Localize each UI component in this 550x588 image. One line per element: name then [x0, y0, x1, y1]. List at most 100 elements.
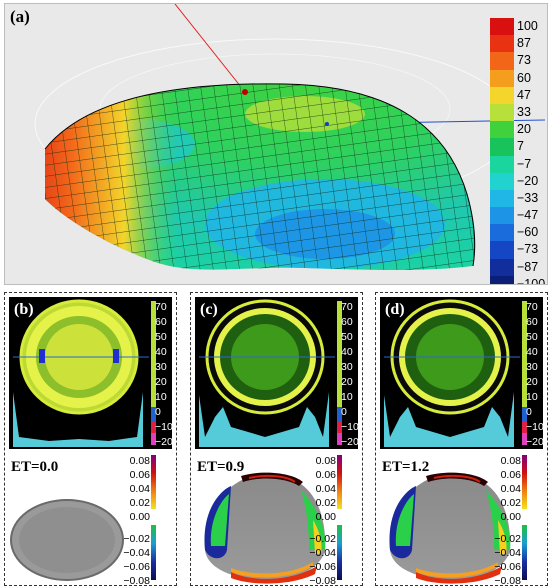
- bottom-scale-value: 0.00: [129, 511, 150, 523]
- panel-label: (d): [385, 301, 405, 318]
- panel-label: (b): [14, 301, 34, 318]
- bottom-scale-value: −0.04: [309, 547, 336, 559]
- legend-swatch: [490, 52, 514, 70]
- legend-value: −47: [517, 208, 539, 223]
- legend-swatch: [490, 155, 514, 173]
- legend-value: 87: [517, 36, 531, 51]
- bottom-scale-value: 0.08: [129, 455, 150, 467]
- deformation-colorbar: [151, 455, 156, 580]
- legend-entry: 33: [490, 103, 536, 122]
- top-scale-value: 60: [526, 316, 538, 328]
- legend-entry: −20: [490, 172, 538, 190]
- legend-entry: 7: [490, 138, 536, 156]
- legend-value: 73: [517, 53, 531, 68]
- legend-value: 47: [517, 87, 531, 102]
- top-scale-value: 60: [155, 316, 167, 328]
- top-scale-value: −10: [155, 421, 173, 433]
- top-scale-value: 10: [526, 391, 538, 403]
- deformation-colorbar: [337, 455, 342, 580]
- legend-swatch: [490, 207, 514, 225]
- legend-swatch: [490, 189, 514, 208]
- legend-value: −87: [517, 259, 539, 274]
- lens-deformation-map: [10, 499, 124, 581]
- top-scale-value: −10: [526, 421, 544, 433]
- top-scale-value: 0: [341, 406, 347, 418]
- bottom-scale-value: 0.06: [315, 469, 336, 481]
- top-scale-value: −20: [526, 436, 544, 448]
- bottom-scale-value: −0.06: [494, 561, 521, 573]
- legend-entry: 20: [490, 121, 536, 139]
- bottom-scale-value: 0.02: [315, 497, 336, 509]
- panel-a-3d-map: (a) 100 87 73 60 47 33 20 7 −7 −20 −33 −47 −60 −73 −87…: [4, 3, 548, 285]
- legend-value: 20: [517, 122, 531, 137]
- legend-entry: −60: [490, 224, 539, 242]
- panel-b: (b) 70 60 50 40 30 20 10 0 −10 −20 ET=0.0 0.08 0.06 0…: [4, 292, 177, 586]
- legend-value: 60: [517, 70, 531, 85]
- lens-deformation-map: [389, 472, 511, 584]
- top-scale-value: −10: [341, 421, 359, 433]
- legend-value: −60: [517, 225, 539, 240]
- bottom-scale-value: −0.08: [494, 575, 521, 586]
- legend-swatch: [490, 18, 514, 36]
- legend-entry: 47: [490, 86, 536, 104]
- deformation-colorbar: [522, 455, 527, 580]
- legend-swatch: [490, 275, 514, 284]
- legend-entry: −100: [490, 275, 545, 284]
- top-scale-value: 20: [341, 376, 353, 388]
- top-scale-value: 20: [155, 376, 167, 388]
- bottom-scale-value: −0.02: [494, 533, 521, 545]
- et-value: ET=0.0: [11, 459, 59, 475]
- top-scale-value: 60: [341, 316, 353, 328]
- top-scale-value: 0: [155, 406, 161, 418]
- legend-swatch: [490, 138, 514, 156]
- legend-entry: −87: [490, 258, 539, 276]
- bottom-scale-value: 0.04: [129, 483, 150, 495]
- legend-swatch: [490, 103, 514, 122]
- panel-label: (c): [200, 301, 218, 318]
- legend-swatch: [490, 172, 514, 190]
- legend-swatch: [490, 121, 514, 139]
- top-scale-value: 70: [526, 301, 538, 313]
- bottom-scale-value: −0.06: [123, 561, 150, 573]
- top-scale-value: 30: [526, 361, 538, 373]
- legend-value: 100: [517, 19, 538, 33]
- legend-swatch: [490, 241, 514, 259]
- bottom-scale-value: 0.06: [129, 469, 150, 481]
- top-scale-value: 40: [155, 346, 167, 358]
- legend-value: −7: [517, 156, 532, 171]
- et-value: ET=0.9: [197, 459, 245, 475]
- pupil-image: [195, 297, 358, 449]
- bottom-scale-value: −0.06: [309, 561, 336, 573]
- legend-value: −73: [517, 242, 539, 257]
- top-scale-value: 40: [526, 346, 538, 358]
- top-scale-value: −20: [155, 436, 173, 448]
- panel-c: (c) 70 60 50 40 30 20 10 0 −10 −20 ET=0.9 0.08 0.06 0…: [190, 292, 363, 586]
- top-scale-value: 30: [155, 361, 167, 373]
- top-scale-value: 10: [341, 391, 353, 403]
- top-scale-value: 20: [526, 376, 538, 388]
- top-scale-value: −20: [341, 436, 359, 448]
- bottom-scale-value: 0.02: [129, 497, 150, 509]
- legend-swatch: [490, 86, 514, 104]
- panel-d: (d) 70 60 50 40 30 20 10 0 −10 −20 ET=1.2 0.08 0.06 0…: [375, 292, 548, 586]
- bottom-scale-value: −0.04: [494, 547, 521, 559]
- top-scale-value: 50: [526, 331, 538, 343]
- top-scale-value: 70: [155, 301, 167, 313]
- top-scale-value: 70: [341, 301, 353, 313]
- bottom-scale-value: 0.00: [500, 511, 521, 523]
- bottom-scale-value: −0.02: [123, 533, 150, 545]
- legend-entry: 87: [490, 35, 536, 53]
- bottom-scale-value: −0.04: [123, 547, 150, 559]
- bottom-scale-value: −0.08: [309, 575, 336, 586]
- legend-entry: 73: [490, 52, 536, 70]
- legend-entry: −73: [490, 241, 539, 259]
- top-scale-value: 50: [155, 331, 167, 343]
- top-scale-value: 30: [341, 361, 353, 373]
- legend-swatch: [490, 35, 514, 53]
- legend-entry: 60: [490, 69, 536, 87]
- top-scale-value: 0: [526, 406, 532, 418]
- bottom-scale-value: 0.06: [500, 469, 521, 481]
- legend-value: −100: [517, 276, 546, 285]
- top-scale-value: 50: [341, 331, 353, 343]
- legend-swatch: [490, 258, 514, 276]
